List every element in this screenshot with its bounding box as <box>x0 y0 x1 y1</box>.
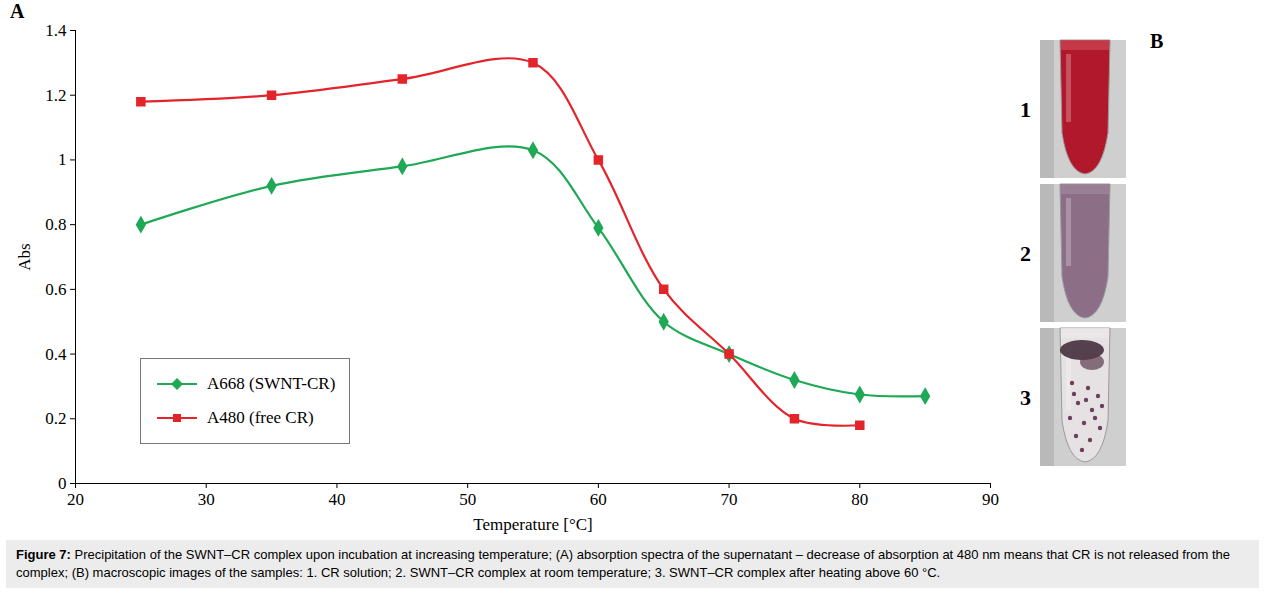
svg-text:20: 20 <box>67 490 84 509</box>
svg-text:70: 70 <box>721 490 738 509</box>
svg-text:60: 60 <box>590 490 607 509</box>
svg-text:0: 0 <box>58 474 67 493</box>
svg-text:2: 2 <box>1020 241 1031 266</box>
svg-text:Abs: Abs <box>15 243 34 270</box>
svg-text:1: 1 <box>58 150 67 169</box>
svg-text:0.6: 0.6 <box>45 280 66 299</box>
svg-text:Temperature [°C]: Temperature [°C] <box>473 515 592 534</box>
svg-text:0.4: 0.4 <box>45 345 67 364</box>
svg-text:1.4: 1.4 <box>45 21 67 40</box>
svg-text:1.2: 1.2 <box>45 86 66 105</box>
svg-text:0.2: 0.2 <box>45 409 66 428</box>
svg-text:B: B <box>1150 30 1163 52</box>
svg-text:1: 1 <box>1020 97 1031 122</box>
html-text:A480 (free CR): A480 (free CR) <box>207 408 314 427</box>
svg-text:90: 90 <box>982 490 999 509</box>
html-text:A668 (SWNT-CR): A668 (SWNT-CR) <box>207 374 336 393</box>
svg-text:40: 40 <box>328 490 345 509</box>
html-text:A: A <box>10 0 25 22</box>
svg-text:0.8: 0.8 <box>45 215 66 234</box>
svg-text:30: 30 <box>198 490 215 509</box>
svg-text:50: 50 <box>459 490 476 509</box>
svg-text:80: 80 <box>851 490 868 509</box>
svg-text:3: 3 <box>1020 385 1031 410</box>
html-text:Figure 7: Precipitation of the: Figure 7: Precipitation of the SWNT–CR c… <box>16 547 1230 580</box>
